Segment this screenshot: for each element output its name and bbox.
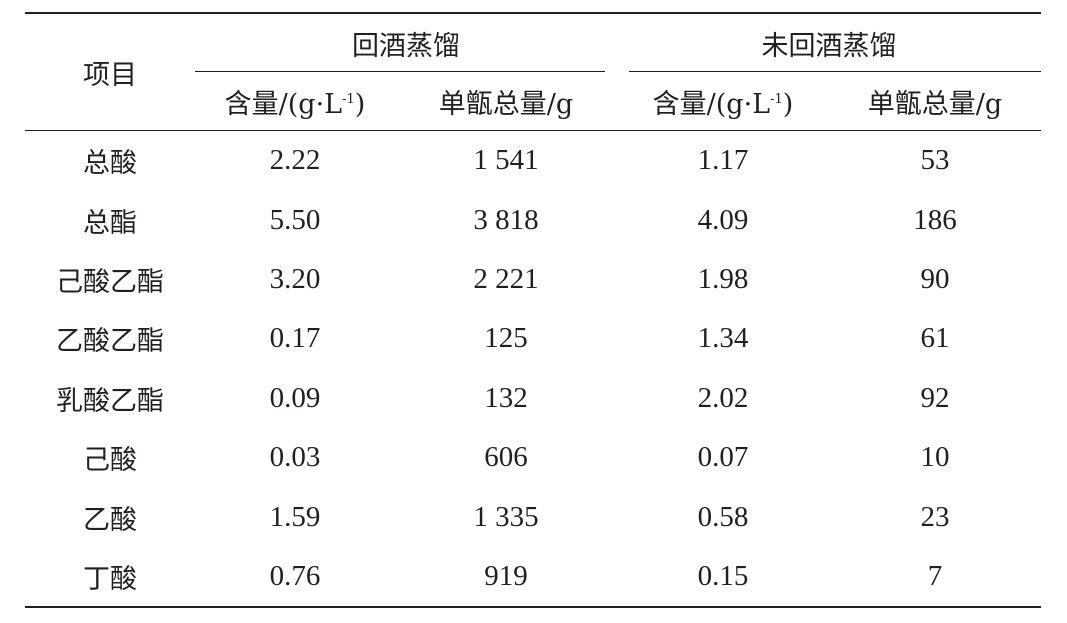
- comparison-table: 项目 回酒蒸馏 未回酒蒸馏 含量/(g·L-1) 单甑总量/g 含量/(g·L-…: [25, 12, 1041, 609]
- cell-b-total: 7: [829, 546, 1041, 609]
- cell-a-total: 2 221: [473, 262, 539, 295]
- cell-a-content: 5.50: [269, 203, 321, 236]
- cell-item: 己酸: [83, 445, 137, 477]
- cell-item: 乳酸乙酯: [56, 385, 164, 417]
- cell-a-content: 0.17: [269, 322, 321, 355]
- cell-a-total: 919: [395, 546, 617, 609]
- cell-b-total: 90: [920, 262, 950, 295]
- cell-a-total: 125: [484, 322, 528, 355]
- cell-b-total: 10: [920, 441, 950, 474]
- table-row: 总酸 2.22 1 541 1.17 53: [25, 131, 1041, 191]
- cell-b-content: 0.58: [697, 500, 749, 533]
- header-item: 项目: [25, 12, 195, 131]
- header-group-no-return-label: 未回酒蒸馏: [761, 30, 897, 62]
- header-a-total: 单甑总量/g: [395, 72, 617, 131]
- table-row: 己酸 0.03 606 0.07 10: [25, 428, 1041, 487]
- header-group-return: 回酒蒸馏: [195, 12, 617, 72]
- cell-a-total: 1 335: [473, 500, 539, 533]
- cell-b-content: 4.09: [697, 203, 749, 236]
- cell-b-content: 1.98: [697, 262, 749, 295]
- cell-a-total: 1 541: [473, 144, 539, 177]
- comparison-table-container: 项目 回酒蒸馏 未回酒蒸馏 含量/(g·L-1) 单甑总量/g 含量/(g·L-…: [25, 12, 1041, 609]
- header-group-no-return: 未回酒蒸馏: [617, 12, 1041, 72]
- table-row: 己酸乙酯 3.20 2 221 1.98 90: [25, 250, 1041, 309]
- cell-item: 总酯: [83, 207, 137, 239]
- cell-a-content: 0.03: [269, 441, 321, 474]
- table-row: 总酯 5.50 3 818 4.09 186: [25, 190, 1041, 249]
- header-b-content-suffix: ): [782, 88, 794, 120]
- cell-b-content: 0.07: [697, 441, 749, 474]
- header-b-content-sup: -1: [770, 91, 783, 107]
- header-b-total: 单甑总量/g: [829, 72, 1041, 131]
- header-b-content-prefix: 含量/(g·L: [652, 88, 771, 120]
- table-row: 乙酸 1.59 1 335 0.58 23: [25, 487, 1041, 546]
- cell-a-content: 0.76: [195, 546, 395, 609]
- cell-a-content: 0.09: [269, 381, 321, 414]
- header-a-content-prefix: 含量/(g·L: [224, 88, 343, 120]
- cell-b-content: 2.02: [697, 381, 749, 414]
- group-no-return-underline: [629, 71, 1041, 72]
- cell-a-content: 1.59: [269, 500, 321, 533]
- header-a-content: 含量/(g·L-1): [195, 72, 395, 131]
- cell-item: 总酸: [83, 148, 137, 180]
- cell-a-total: 3 818: [473, 203, 539, 236]
- cell-a-content: 2.22: [269, 144, 321, 177]
- header-group-return-label: 回酒蒸馏: [352, 30, 460, 62]
- header-a-content-sup: -1: [342, 91, 355, 107]
- header-b-content: 含量/(g·L-1): [617, 72, 829, 131]
- cell-item: 丁酸: [25, 546, 195, 609]
- cell-b-content: 0.15: [617, 546, 829, 609]
- cell-a-content: 3.20: [269, 262, 321, 295]
- cell-b-total: 92: [920, 381, 950, 414]
- cell-b-total: 61: [920, 322, 950, 355]
- cell-item: 乙酸乙酯: [56, 326, 164, 358]
- table-row: 丁酸 0.76 919 0.15 7: [25, 546, 1041, 609]
- cell-a-total: 132: [484, 381, 528, 414]
- group-return-underline: [195, 71, 605, 72]
- cell-b-total: 23: [920, 500, 950, 533]
- cell-item: 己酸乙酯: [56, 266, 164, 298]
- cell-b-content: 1.34: [697, 322, 749, 355]
- cell-b-total: 53: [920, 144, 950, 177]
- cell-a-total: 606: [484, 441, 528, 474]
- table-row: 乙酸乙酯 0.17 125 1.34 61: [25, 309, 1041, 368]
- cell-b-total: 186: [913, 203, 957, 236]
- cell-b-content: 1.17: [697, 144, 749, 177]
- cell-item: 乙酸: [83, 504, 137, 536]
- table-row: 乳酸乙酯 0.09 132 2.02 92: [25, 369, 1041, 428]
- header-a-content-suffix: ): [354, 88, 366, 120]
